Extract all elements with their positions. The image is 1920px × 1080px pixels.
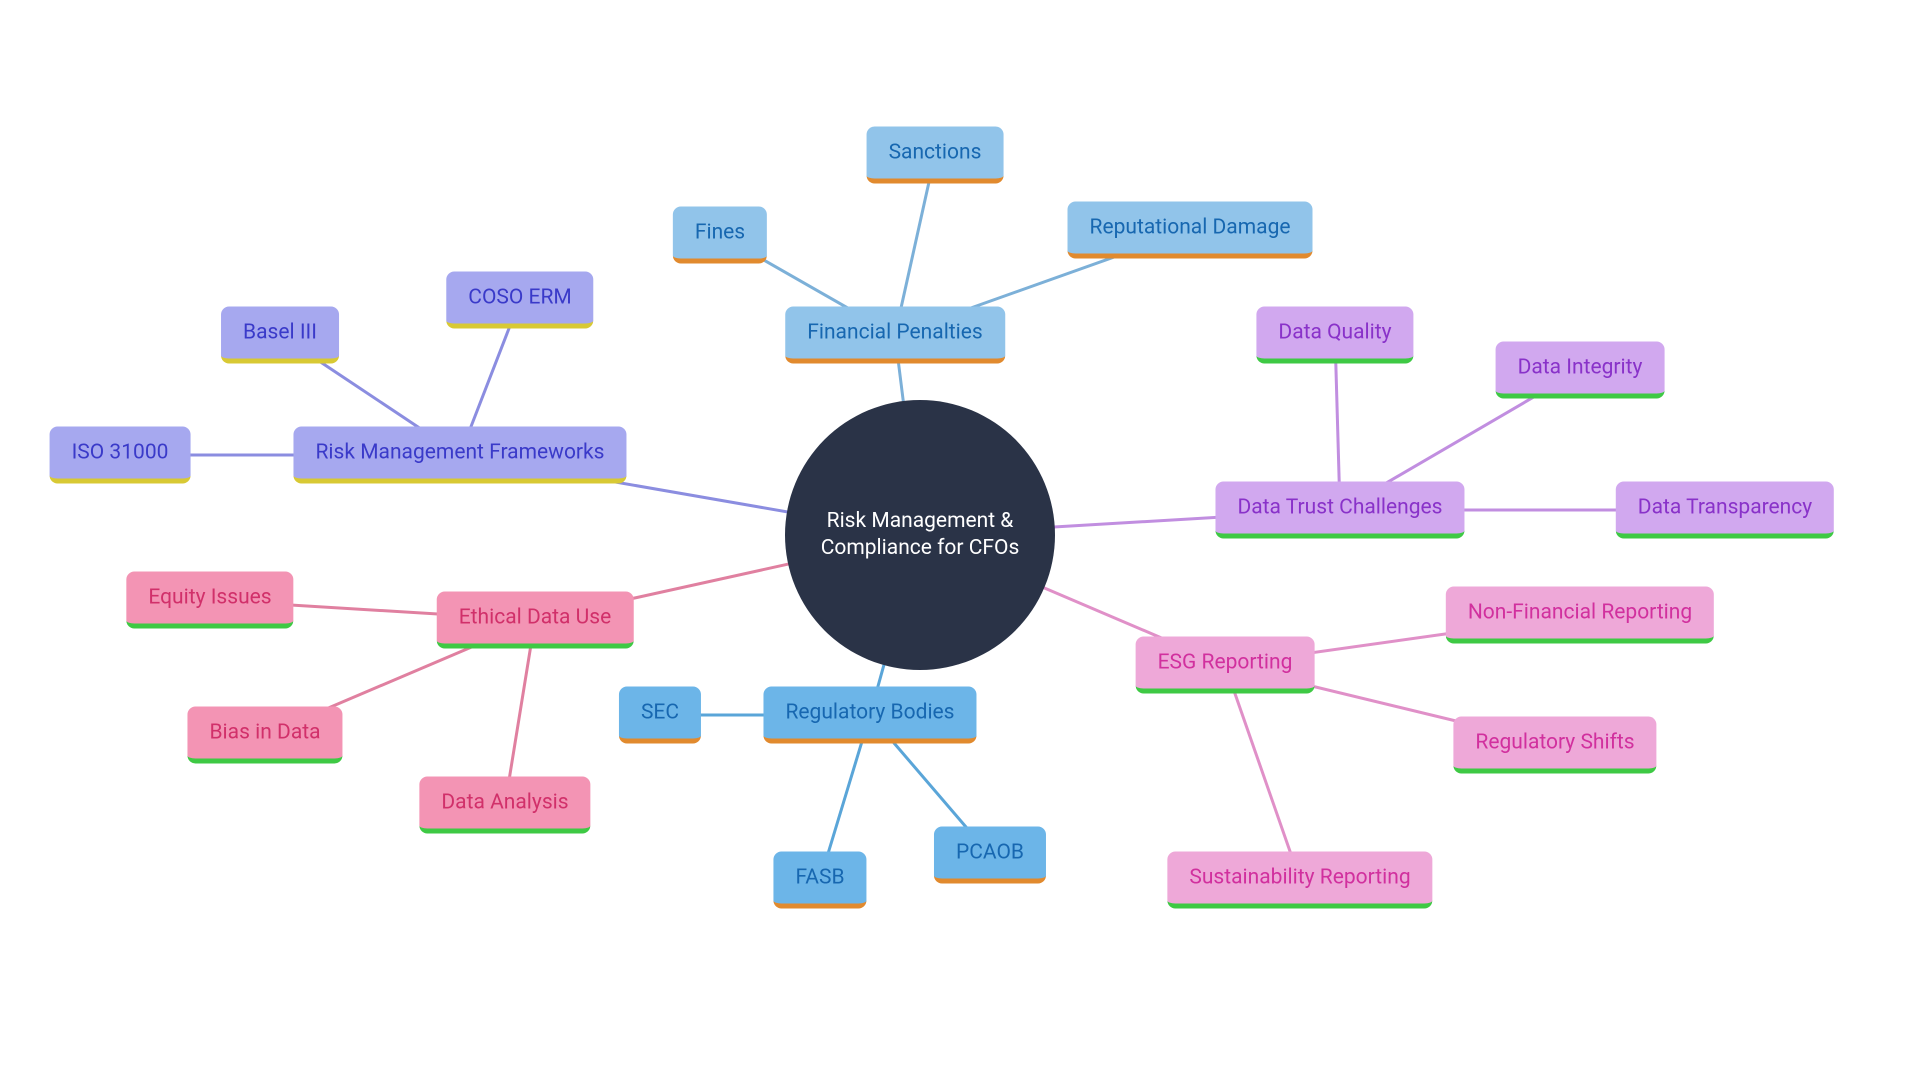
edge — [1225, 665, 1300, 880]
child-node: Reputational Damage — [1068, 202, 1313, 259]
child-node: Basel III — [221, 307, 339, 364]
child-node: Equity Issues — [126, 572, 293, 629]
branch-node: Regulatory Bodies — [763, 687, 976, 744]
branch-node: Financial Penalties — [785, 307, 1005, 364]
child-node: Data Transparency — [1616, 482, 1834, 539]
child-node: Regulatory Shifts — [1453, 717, 1656, 774]
child-node: ISO 31000 — [50, 427, 191, 484]
child-node: COSO ERM — [446, 272, 593, 329]
child-node: Sanctions — [867, 127, 1004, 184]
child-node: Data Analysis — [419, 777, 590, 834]
branch-node: ESG Reporting — [1136, 637, 1315, 694]
child-node: Data Quality — [1256, 307, 1413, 364]
child-node: SEC — [619, 687, 701, 744]
child-node: Non-Financial Reporting — [1446, 587, 1714, 644]
center-node: Risk Management &Compliance for CFOs — [785, 400, 1055, 670]
branch-node: Risk Management Frameworks — [293, 427, 626, 484]
child-node: PCAOB — [934, 827, 1046, 884]
branch-node: Ethical Data Use — [437, 592, 634, 649]
child-node: Data Integrity — [1496, 342, 1665, 399]
child-node: Fines — [673, 207, 767, 264]
child-node: Bias in Data — [187, 707, 342, 764]
child-node: FASB — [773, 852, 866, 909]
branch-node: Data Trust Challenges — [1215, 482, 1464, 539]
child-node: Sustainability Reporting — [1167, 852, 1432, 909]
